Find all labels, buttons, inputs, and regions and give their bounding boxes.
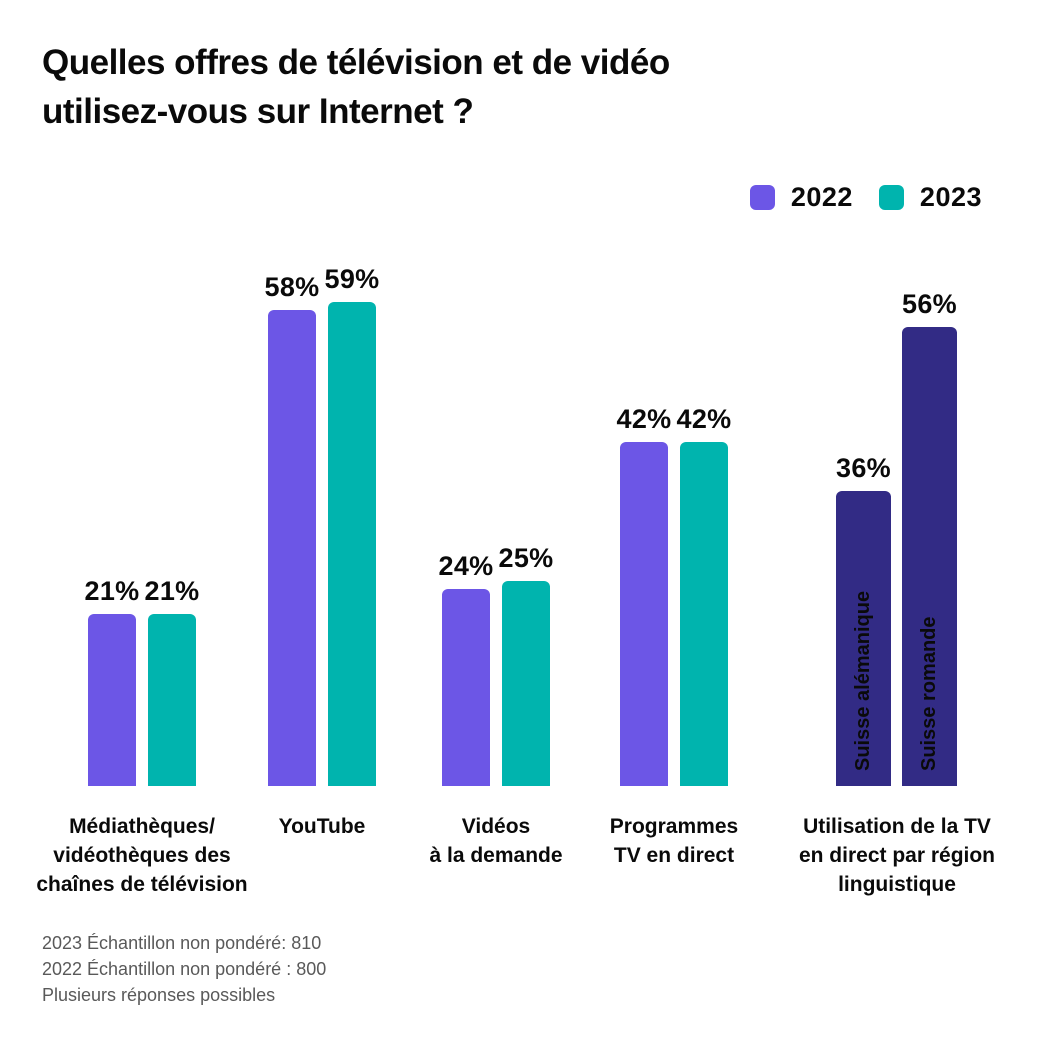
category-label-mediatheques-videotheques-des-: Médiathèques/vidéothèques des chaînes de … bbox=[12, 812, 272, 899]
category-label-line: YouTube bbox=[278, 815, 366, 838]
bar-2022-group-3 bbox=[442, 589, 490, 786]
category-label-line: Programmes bbox=[609, 815, 739, 838]
chart-title-line-1: Quelles offres de télévision et de vidéo bbox=[42, 43, 670, 82]
footnotes: 2023 Échantillon non pondéré: 810 2022 É… bbox=[42, 930, 326, 1008]
bar-suisse-romande-group-5: Suisse romande bbox=[902, 327, 957, 786]
bar-value-label: 59% bbox=[324, 264, 380, 294]
legend-label: 2023 bbox=[919, 182, 982, 212]
footnote-multiple-answers: Plusieurs réponses possibles bbox=[42, 985, 276, 1005]
bar-2022-group-2 bbox=[268, 310, 316, 786]
footnote-sample-2022: 2022 Échantillon non pondéré : 800 bbox=[42, 959, 327, 979]
legend-item-2022: 2022 bbox=[749, 182, 853, 213]
category-label-videos-a-la-demande: Vidéos à la demande bbox=[386, 812, 606, 870]
bar-value-label: 21% bbox=[84, 576, 140, 606]
chart-title-line-2: utilisez-vous sur Internet ? bbox=[42, 92, 474, 131]
bar-2023-group-4 bbox=[680, 442, 728, 786]
bar-region-label: Suisse alémanique bbox=[852, 590, 874, 771]
category-label-utilisation-de-la-tv-en-direct: Utilisation de la TV en direct par région… bbox=[772, 812, 1022, 899]
bar-value-label: 36% bbox=[836, 453, 891, 483]
category-label-line: linguistique bbox=[838, 873, 956, 896]
category-label-line: Utilisation de la TV bbox=[803, 815, 991, 838]
bar-value-label: 58% bbox=[264, 272, 320, 302]
bar-value-label: 24% bbox=[438, 551, 494, 581]
legend-label: 2022 bbox=[790, 182, 853, 212]
bar-2023-group-2 bbox=[328, 302, 376, 786]
bar-2023-group-1 bbox=[148, 614, 196, 786]
bar-2022-group-1 bbox=[88, 614, 136, 786]
bar-value-label: 21% bbox=[144, 576, 200, 606]
bar-2023-group-3 bbox=[502, 581, 550, 786]
chart-title: Quelles offres de télévision et de vidéo… bbox=[42, 38, 670, 136]
bar-value-label: 56% bbox=[902, 289, 957, 319]
category-label-line: vidéothèques des bbox=[53, 844, 231, 867]
category-label-line: en direct par région bbox=[798, 844, 996, 867]
legend-swatch-2022 bbox=[749, 185, 775, 210]
category-label-youtube: YouTube bbox=[222, 812, 422, 841]
bar-value-label: 42% bbox=[616, 404, 672, 434]
category-label-line: Médiathèques/ bbox=[69, 815, 215, 838]
bar-suisse-alemanique-group-5: Suisse alémanique bbox=[836, 491, 891, 786]
category-label-line: à la demande bbox=[429, 844, 563, 867]
legend-item-2023: 2023 bbox=[878, 182, 982, 213]
bar-value-label: 42% bbox=[676, 404, 732, 434]
bar-2022-group-4 bbox=[620, 442, 668, 786]
category-label-line: chaînes de télévision bbox=[36, 873, 248, 896]
bar-value-label: 25% bbox=[498, 543, 554, 573]
category-label-programmes-tv-en-direct: Programmes TV en direct bbox=[554, 812, 794, 870]
legend-swatch-2023 bbox=[878, 185, 904, 210]
category-label-line: Vidéos bbox=[461, 815, 531, 838]
category-label-line: TV en direct bbox=[613, 844, 735, 867]
bar-region-label: Suisse romande bbox=[918, 616, 940, 771]
footnote-sample-2023: 2023 Échantillon non pondéré: 810 bbox=[42, 933, 322, 953]
legend: 2022 2023 bbox=[749, 182, 982, 213]
